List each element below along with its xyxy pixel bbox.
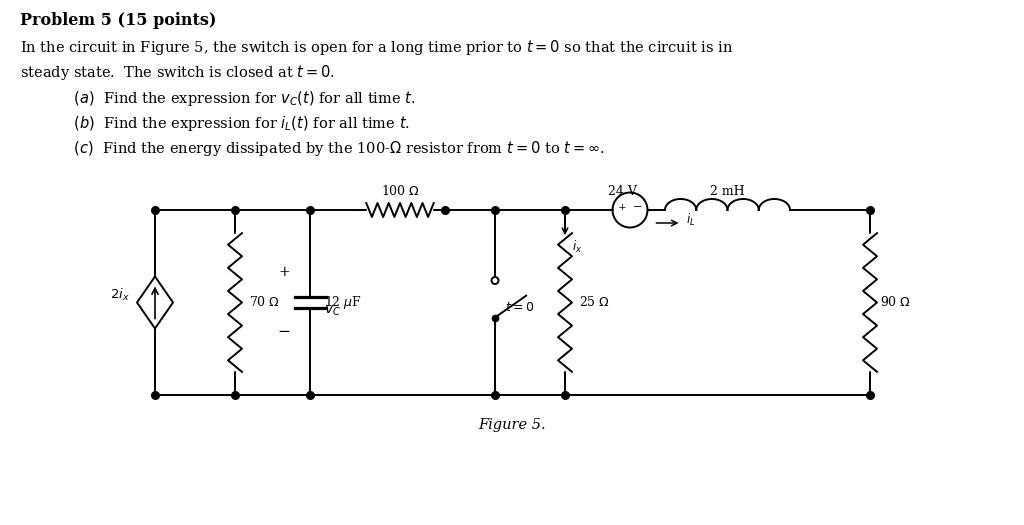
Text: 25 $\Omega$: 25 $\Omega$ bbox=[579, 296, 610, 310]
Text: $v_C$: $v_C$ bbox=[324, 303, 341, 318]
Text: 90 $\Omega$: 90 $\Omega$ bbox=[880, 296, 911, 310]
Text: $(b)$  Find the expression for $i_L(t)$ for all time $t$.: $(b)$ Find the expression for $i_L(t)$ f… bbox=[55, 114, 410, 133]
Text: $t = 0$: $t = 0$ bbox=[505, 301, 535, 314]
Text: $i_x$: $i_x$ bbox=[572, 239, 583, 255]
Text: 2 mH: 2 mH bbox=[711, 185, 744, 198]
Text: steady state.  The switch is closed at $t = 0$.: steady state. The switch is closed at $t… bbox=[20, 63, 335, 82]
Text: 12 $\mu$F: 12 $\mu$F bbox=[324, 294, 361, 311]
Text: In the circuit in Figure 5, the switch is open for a long time prior to $t = 0$ : In the circuit in Figure 5, the switch i… bbox=[20, 38, 733, 57]
Text: $i_L$: $i_L$ bbox=[686, 212, 696, 228]
Text: Problem 5 (15 points): Problem 5 (15 points) bbox=[20, 12, 216, 29]
Text: $(a)$  Find the expression for $v_C(t)$ for all time $t$.: $(a)$ Find the expression for $v_C(t)$ f… bbox=[55, 89, 416, 108]
Text: −: − bbox=[633, 202, 643, 213]
Text: $(c)$  Find the energy dissipated by the 100-$\Omega$ resistor from $t = 0$ to $: $(c)$ Find the energy dissipated by the … bbox=[55, 139, 604, 158]
Text: +: + bbox=[617, 203, 627, 212]
Text: 70 $\Omega$: 70 $\Omega$ bbox=[249, 296, 280, 310]
Text: 100 $\Omega$: 100 $\Omega$ bbox=[381, 184, 420, 198]
Text: −: − bbox=[278, 326, 291, 340]
Text: 24 V: 24 V bbox=[607, 185, 637, 198]
Text: Figure 5.: Figure 5. bbox=[478, 418, 547, 432]
Text: +: + bbox=[279, 266, 290, 279]
Text: $2i_x$: $2i_x$ bbox=[111, 287, 130, 302]
